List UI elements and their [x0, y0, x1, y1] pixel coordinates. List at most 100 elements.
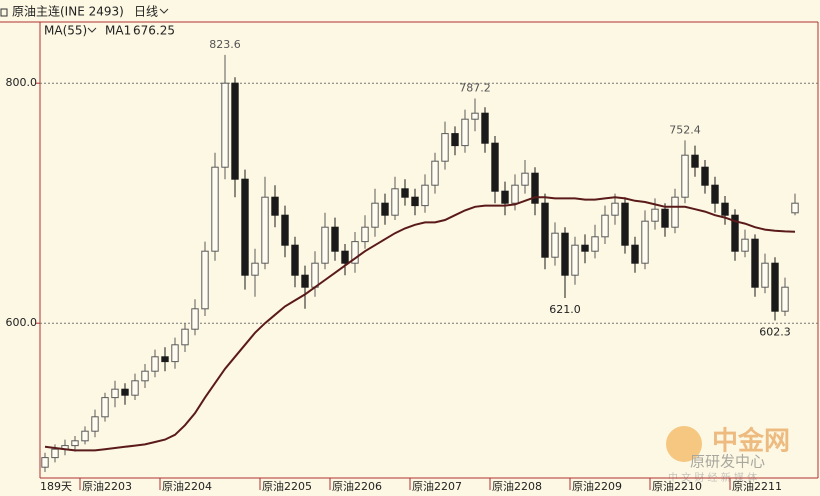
candle-body [91, 416, 99, 432]
high-label: 752.4 [669, 123, 701, 136]
x-tick-label: 原油2204 [162, 479, 212, 493]
candle-body [281, 214, 289, 246]
candle-body [221, 82, 229, 168]
candle-body [751, 238, 759, 288]
x-tick-label: 原油2206 [332, 479, 382, 493]
watermark-account: 原研发中心 [690, 453, 765, 471]
candle-body [381, 202, 389, 216]
candle-body [591, 236, 599, 252]
candle-body [41, 457, 49, 468]
candle-body [101, 397, 109, 418]
candle-body [551, 232, 559, 258]
candle-body [791, 202, 799, 214]
candle-body [121, 388, 129, 396]
candle-body [191, 308, 199, 330]
candle-body [431, 160, 439, 186]
watermark-brand: 中金网 [712, 426, 790, 457]
candle-body [671, 196, 679, 228]
watermark: 中金网 中 文 财 经 新 媒 体 原研发中心 [666, 426, 790, 484]
candle-body [271, 196, 279, 216]
candle-body [361, 226, 369, 243]
candle-body [651, 208, 659, 222]
candle-body [81, 430, 89, 442]
x-tick-label: 原油2210 [652, 479, 702, 493]
period-chevron[interactable] [159, 8, 169, 14]
candle-body [691, 154, 699, 168]
candle-body [391, 188, 399, 216]
candle-body [611, 202, 619, 216]
x-tick-label: 原油2203 [82, 479, 132, 493]
candle-body [301, 274, 309, 288]
candle-body [201, 250, 209, 310]
candle-body [511, 184, 519, 204]
candle-body [741, 238, 749, 252]
y-tick-label: 800.0 [6, 76, 38, 89]
candle-body [581, 244, 589, 252]
candle-body [541, 202, 549, 258]
candle-body [681, 154, 689, 198]
x-tick-label: 原油2205 [262, 479, 312, 493]
candle-body [421, 184, 429, 207]
candle-body [531, 172, 539, 204]
candle-body [311, 262, 319, 288]
candle-body [371, 202, 379, 228]
x-tick-label: 原油2207 [412, 479, 462, 493]
candle-body [631, 244, 639, 264]
candle-body [781, 286, 789, 312]
candle-body [761, 262, 769, 288]
candle-body [521, 172, 529, 186]
watermark-logo [666, 426, 702, 462]
candle-body [481, 112, 489, 144]
candle-body [621, 202, 629, 246]
high-label: 787.2 [459, 82, 491, 95]
candle-body [111, 388, 119, 399]
candle-body [321, 226, 329, 264]
candle-body [471, 112, 479, 120]
candle-body [461, 118, 469, 147]
header-icon [0, 8, 8, 17]
bar-count: 189天 [40, 480, 72, 493]
high-label: 823.6 [209, 38, 241, 51]
candle-body [131, 380, 139, 396]
candle-body [51, 448, 59, 459]
candle-body [571, 244, 579, 276]
candle-body [251, 262, 259, 276]
candle-body [661, 208, 669, 228]
period[interactable]: 日线 [134, 5, 158, 19]
candle-body [451, 133, 459, 147]
low-label: 602.3 [759, 325, 791, 338]
candle-body [441, 133, 449, 162]
symbol[interactable]: 原油主连(INE 2493) [12, 4, 124, 19]
candle-body [731, 214, 739, 252]
candle-body [161, 356, 169, 363]
ma-line [44, 196, 796, 452]
x-tick-label: 原油2211 [732, 479, 782, 493]
candle-body [241, 178, 249, 276]
candle-body [71, 440, 79, 447]
candle-body [261, 196, 269, 264]
candle-body [141, 370, 149, 382]
candle-body [601, 214, 609, 238]
candle-body [701, 166, 709, 186]
ma-legend-name: MA1 [105, 24, 131, 38]
candle-body [401, 188, 409, 198]
candle-body [491, 142, 499, 192]
x-tick-label: 原油2209 [572, 479, 622, 493]
x-tick-label: 原油2208 [492, 479, 542, 493]
candle-body [411, 196, 419, 207]
candle-body [341, 250, 349, 264]
candle-body [331, 226, 339, 252]
indicator[interactable]: MA(55) [44, 24, 87, 38]
candle-body [231, 82, 239, 180]
candle-body [181, 328, 189, 346]
candle-body [351, 241, 359, 264]
candle-body [171, 344, 179, 363]
candle-body [211, 166, 219, 252]
candle-body [561, 232, 569, 276]
low-label: 621.0 [549, 303, 581, 316]
indicator-chevron[interactable] [87, 27, 97, 33]
candle-body [711, 184, 719, 204]
